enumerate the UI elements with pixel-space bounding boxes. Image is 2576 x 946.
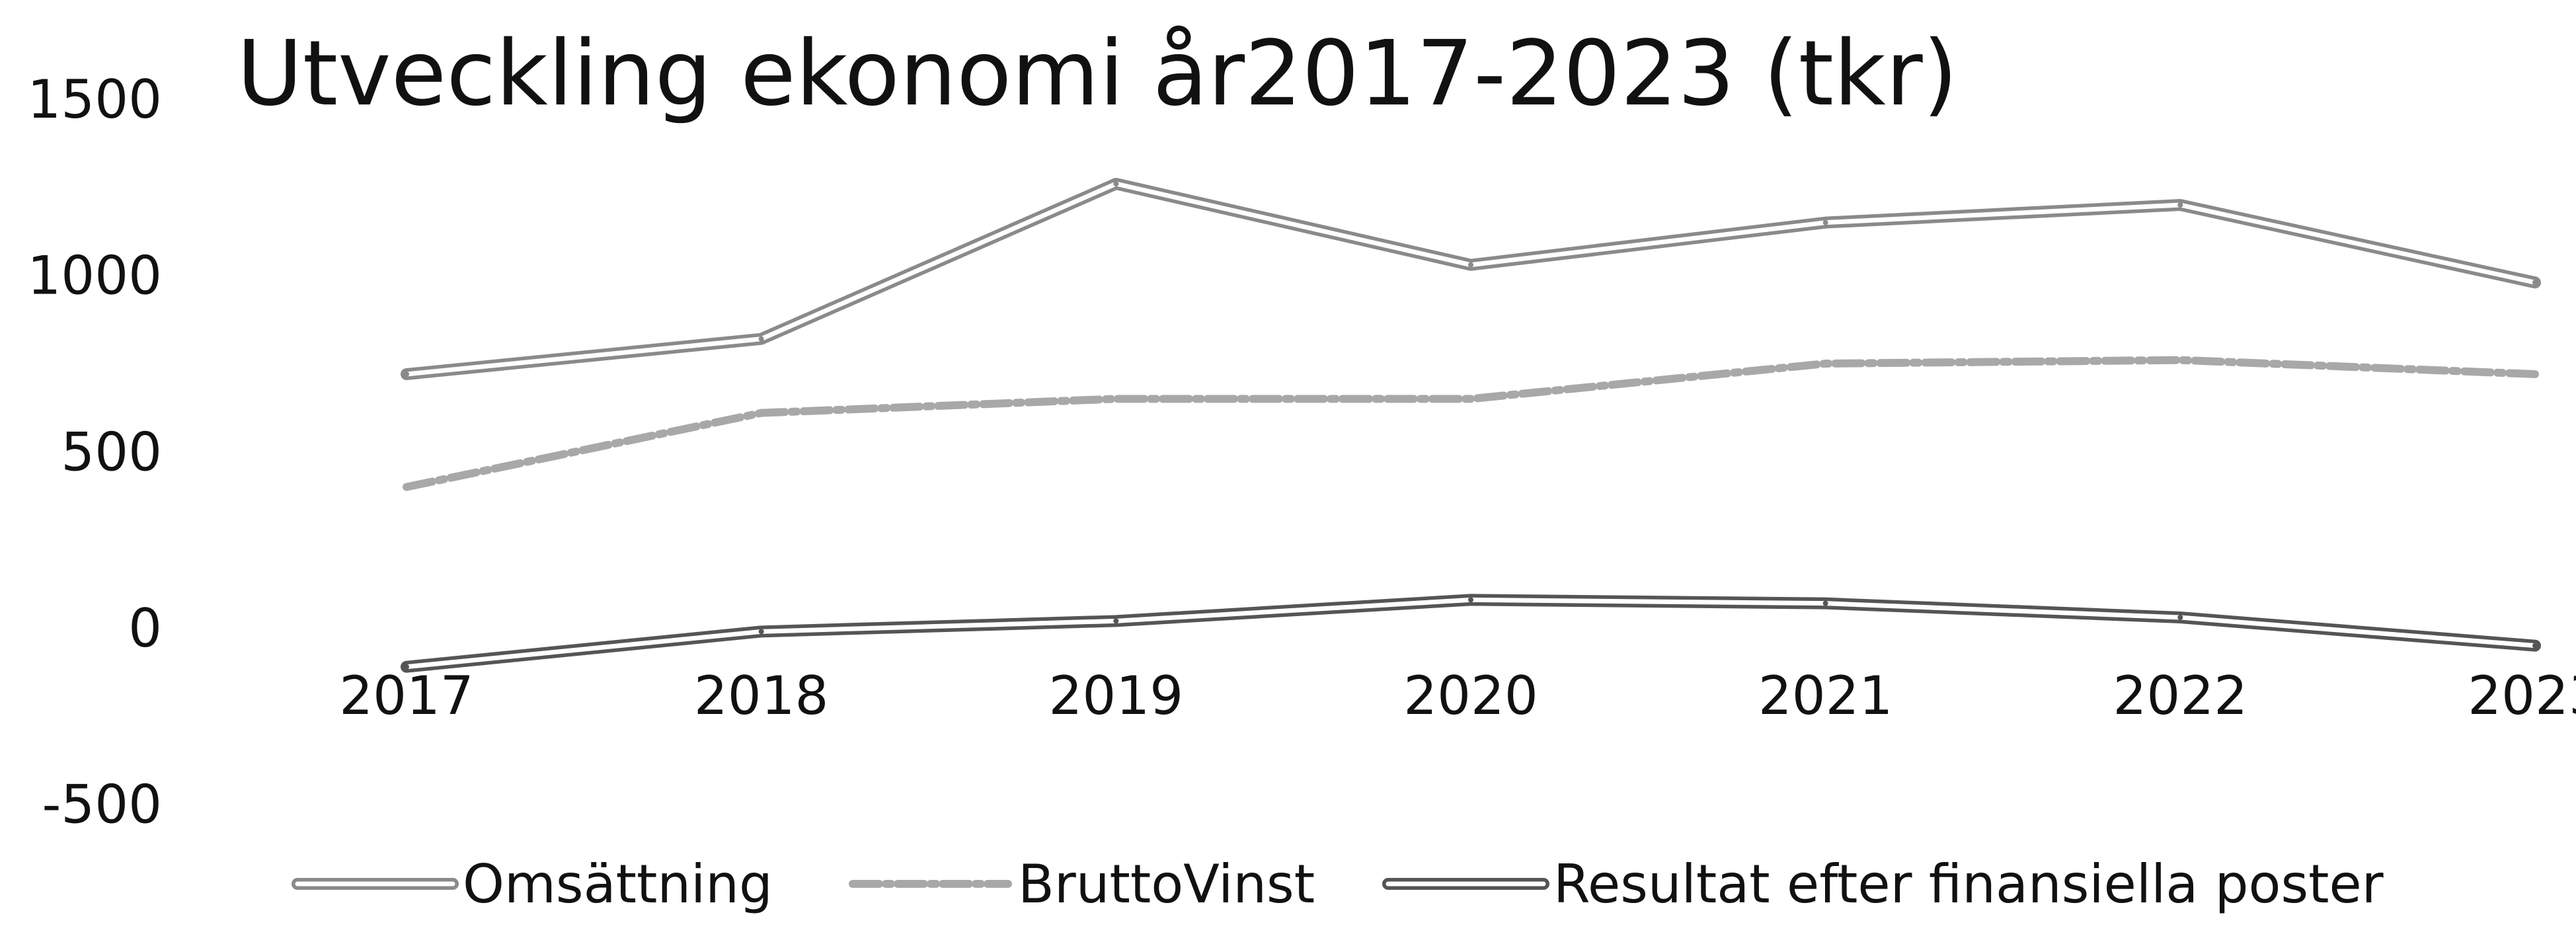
data-point [2532, 372, 2538, 377]
y-tick-label: 0 [128, 598, 162, 659]
y-tick-label: -500 [42, 774, 162, 836]
x-axis-ticks: 2017 2018 2019 2020 2021 2022 2023 [339, 665, 2576, 727]
data-point [1113, 181, 1119, 186]
legend-label: Resultat efter finansiella poster [1553, 853, 2384, 915]
y-tick-label: 1500 [27, 69, 162, 130]
chart-title: Utveckling ekonomi år2017-2023 (tkr) [237, 22, 1957, 126]
x-tick-label: 2018 [694, 665, 829, 727]
data-point [404, 372, 409, 377]
data-point [1822, 219, 1828, 225]
x-tick-label: 2022 [2113, 665, 2248, 727]
data-point [2177, 357, 2183, 363]
data-point [758, 629, 764, 635]
y-tick-label: 500 [61, 421, 162, 483]
data-point [404, 664, 409, 670]
x-tick-label: 2017 [339, 665, 474, 727]
data-point [1468, 597, 1473, 603]
x-tick-label: 2019 [1049, 665, 1184, 727]
data-point [2532, 280, 2538, 286]
data-point [1822, 361, 1828, 366]
data-point [1468, 262, 1473, 268]
data-point [2177, 615, 2183, 620]
x-tick-label: 2023 [2468, 665, 2576, 727]
data-point [1468, 396, 1473, 402]
data-point [1113, 618, 1119, 624]
x-tick-label: 2021 [1758, 665, 1893, 727]
data-point [2532, 643, 2538, 649]
data-point [758, 410, 764, 416]
data-point [404, 484, 409, 490]
y-axis-ticks: 1500 1000 500 0 -500 [27, 69, 162, 836]
series-lines [401, 178, 2541, 673]
series-line-1 [403, 356, 2539, 491]
data-point [1113, 396, 1119, 402]
legend-label: Omsättning [463, 853, 773, 915]
data-point [2177, 202, 2183, 208]
legend: Omsättning BruttoVinst Resultat efter fina… [292, 853, 2384, 915]
y-tick-label: 1000 [27, 245, 162, 307]
series-line-inner-2 [404, 597, 2538, 670]
data-point [1822, 600, 1828, 606]
legend-label: BruttoVinst [1018, 853, 1315, 915]
x-tick-label: 2020 [1403, 665, 1538, 727]
data-point [758, 336, 764, 342]
